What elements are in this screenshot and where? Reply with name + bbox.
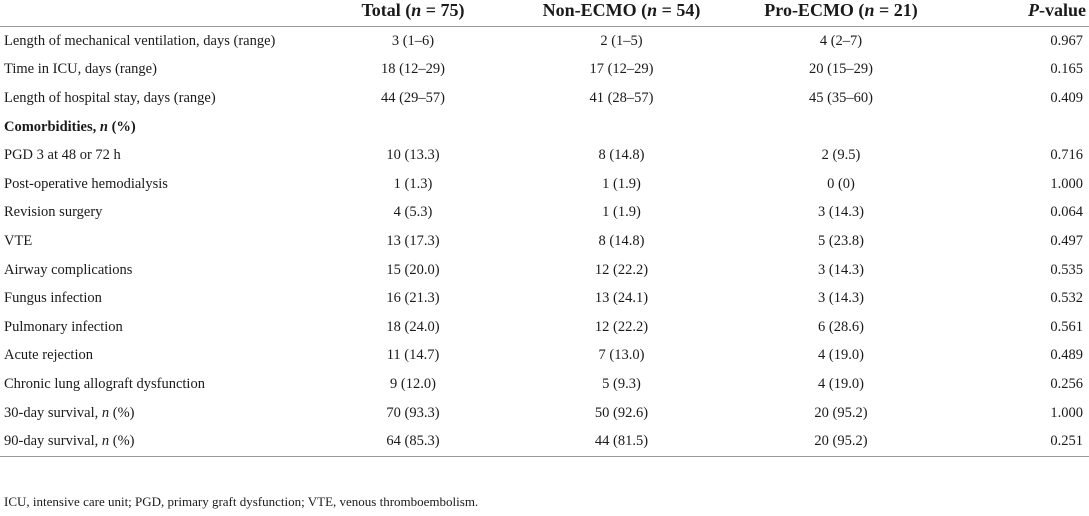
row-label: Post-operative hemodialysis [4,175,168,192]
table-row: 90-day survival, n (%) 64 (85.3) 44 (81.… [0,427,1089,457]
cell-pvalue: 1.000 [1050,175,1083,192]
cell-pro-ecmo: 5 (23.8) [818,232,864,249]
table-row: Length of mechanical ventilation, days (… [0,27,1089,56]
table-row: VTE 13 (17.3) 8 (14.8) 5 (23.8) 0.497 [0,227,1089,256]
cell-pvalue: 0.064 [1050,204,1083,221]
table-row: Fungus infection 16 (21.3) 13 (24.1) 3 (… [0,284,1089,313]
cell-pro-ecmo: 3 (14.3) [818,261,864,278]
cell-total: 1 (1.3) [393,175,433,192]
cell-non-ecmo: 8 (14.8) [598,147,645,164]
table-row: PGD 3 at 48 or 72 h 10 (13.3) 8 (14.8) 2… [0,141,1089,170]
cell-non-ecmo: 17 (12–29) [589,61,654,78]
table-row: Revision surgery 4 (5.3) 1 (1.9) 3 (14.3… [0,199,1089,228]
row-label: Length of mechanical ventilation, days (… [4,32,276,49]
cell-pvalue: 1.000 [1050,404,1083,421]
cell-pvalue: 0.409 [1050,89,1083,106]
row-label: Time in ICU, days (range) [4,61,157,78]
cell-pro-ecmo: 6 (28.6) [818,318,864,335]
cell-total: 15 (20.0) [386,261,440,278]
cell-total: 44 (29–57) [380,89,446,106]
cell-pvalue: 0.489 [1050,347,1083,364]
cell-total: 3 (1–6) [391,32,435,49]
cell-pro-ecmo: 4 (19.0) [818,375,864,392]
cell-non-ecmo: 50 (92.6) [594,404,649,421]
cell-total: 70 (93.3) [386,404,440,421]
cell-pvalue: 0.256 [1050,375,1083,392]
section-label: Comorbidities, n (%) [4,118,136,135]
table-row: Time in ICU, days (range) 18 (12–29) 17 … [0,56,1089,85]
cell-pro-ecmo: 0 (0) [827,175,855,192]
cell-pvalue: 0.165 [1050,61,1083,78]
table-row: 30-day survival, n (%) 70 (93.3) 50 (92.… [0,399,1089,428]
row-label: Length of hospital stay, days (range) [4,89,216,106]
cell-pvalue: 0.532 [1050,290,1083,307]
row-label: PGD 3 at 48 or 72 h [4,147,121,164]
header-pro-ecmo: Pro-ECMO (n = 21) [735,0,947,27]
table-row: Length of hospital stay, days (range) 44… [0,84,1089,113]
cell-pro-ecmo: 45 (35–60) [808,89,874,106]
cell-non-ecmo: 7 (13.0) [598,347,645,364]
cell-total: 18 (24.0) [386,318,440,335]
cell-total: 64 (85.3) [318,427,508,457]
row-label: Fungus infection [4,290,102,307]
cell-non-ecmo: 13 (24.1) [594,290,649,307]
cell-pvalue: 0.716 [1050,147,1083,164]
row-label: VTE [4,232,33,249]
cell-non-ecmo: 41 (28–57) [589,89,654,106]
header-total: Total (n = 75) [318,0,508,27]
cell-non-ecmo: 2 (1–5) [600,32,643,49]
cell-pvalue: 0.251 [947,427,1089,457]
cell-total: 18 (12–29) [380,61,446,78]
header-non-ecmo: Non-ECMO (n = 54) [508,0,735,27]
row-label: Pulmonary infection [4,318,123,335]
cell-total: 4 (5.3) [393,204,433,221]
cell-pvalue: 0.497 [1050,232,1083,249]
cell-non-ecmo: 5 (9.3) [602,375,641,392]
row-label: 90-day survival, n (%) [0,427,318,457]
cell-pro-ecmo: 3 (14.3) [818,204,864,221]
cell-non-ecmo: 1 (1.9) [602,204,641,221]
row-label: 30-day survival, n (%) [4,404,135,421]
cell-non-ecmo: 12 (22.2) [594,261,649,278]
cell-total: 13 (17.3) [386,232,440,249]
cell-pro-ecmo: 20 (95.2) [814,404,868,421]
cell-pvalue: 0.561 [1050,318,1083,335]
row-label: Airway complications [4,261,133,278]
table-row: Chronic lung allograft dysfunction 9 (12… [0,370,1089,399]
cell-total: 16 (21.3) [386,290,440,307]
header-row: Total (n = 75) Non-ECMO (n = 54) Pro-ECM… [0,0,1089,27]
table-row: Airway complications 15 (20.0) 12 (22.2)… [0,256,1089,285]
cell-pvalue: 0.535 [1050,261,1083,278]
row-label: Acute rejection [4,347,93,364]
section-header-row: Comorbidities, n (%) [0,113,1089,142]
cell-non-ecmo: 1 (1.9) [602,175,641,192]
cell-total: 10 (13.3) [386,147,440,164]
header-label-cell [0,0,318,27]
table-row: Pulmonary infection 18 (24.0) 12 (22.2) … [0,313,1089,342]
table-footnote: ICU, intensive care unit; PGD, primary g… [4,494,479,509]
cell-total: 9 (12.0) [390,375,436,392]
cell-pro-ecmo: 20 (15–29) [808,61,874,78]
cell-non-ecmo: 12 (22.2) [594,318,649,335]
cell-non-ecmo: 44 (81.5) [508,427,735,457]
cell-non-ecmo: 8 (14.8) [598,232,645,249]
row-label: Chronic lung allograft dysfunction [4,375,205,392]
cell-pro-ecmo: 2 (9.5) [821,147,861,164]
cell-pro-ecmo: 20 (95.2) [735,427,947,457]
cell-pro-ecmo: 4 (2–7) [819,32,863,49]
table-row: Acute rejection 11 (14.7) 7 (13.0) 4 (19… [0,342,1089,371]
header-pvalue: P-value [947,0,1089,27]
cell-pro-ecmo: 4 (19.0) [818,347,864,364]
outcomes-table: Total (n = 75) Non-ECMO (n = 54) Pro-ECM… [0,0,1089,457]
table-row: Post-operative hemodialysis 1 (1.3) 1 (1… [0,170,1089,199]
row-label: Revision surgery [4,204,103,221]
cell-pro-ecmo: 3 (14.3) [818,290,864,307]
cell-total: 11 (14.7) [386,347,440,364]
cell-pvalue: 0.967 [1050,32,1083,49]
